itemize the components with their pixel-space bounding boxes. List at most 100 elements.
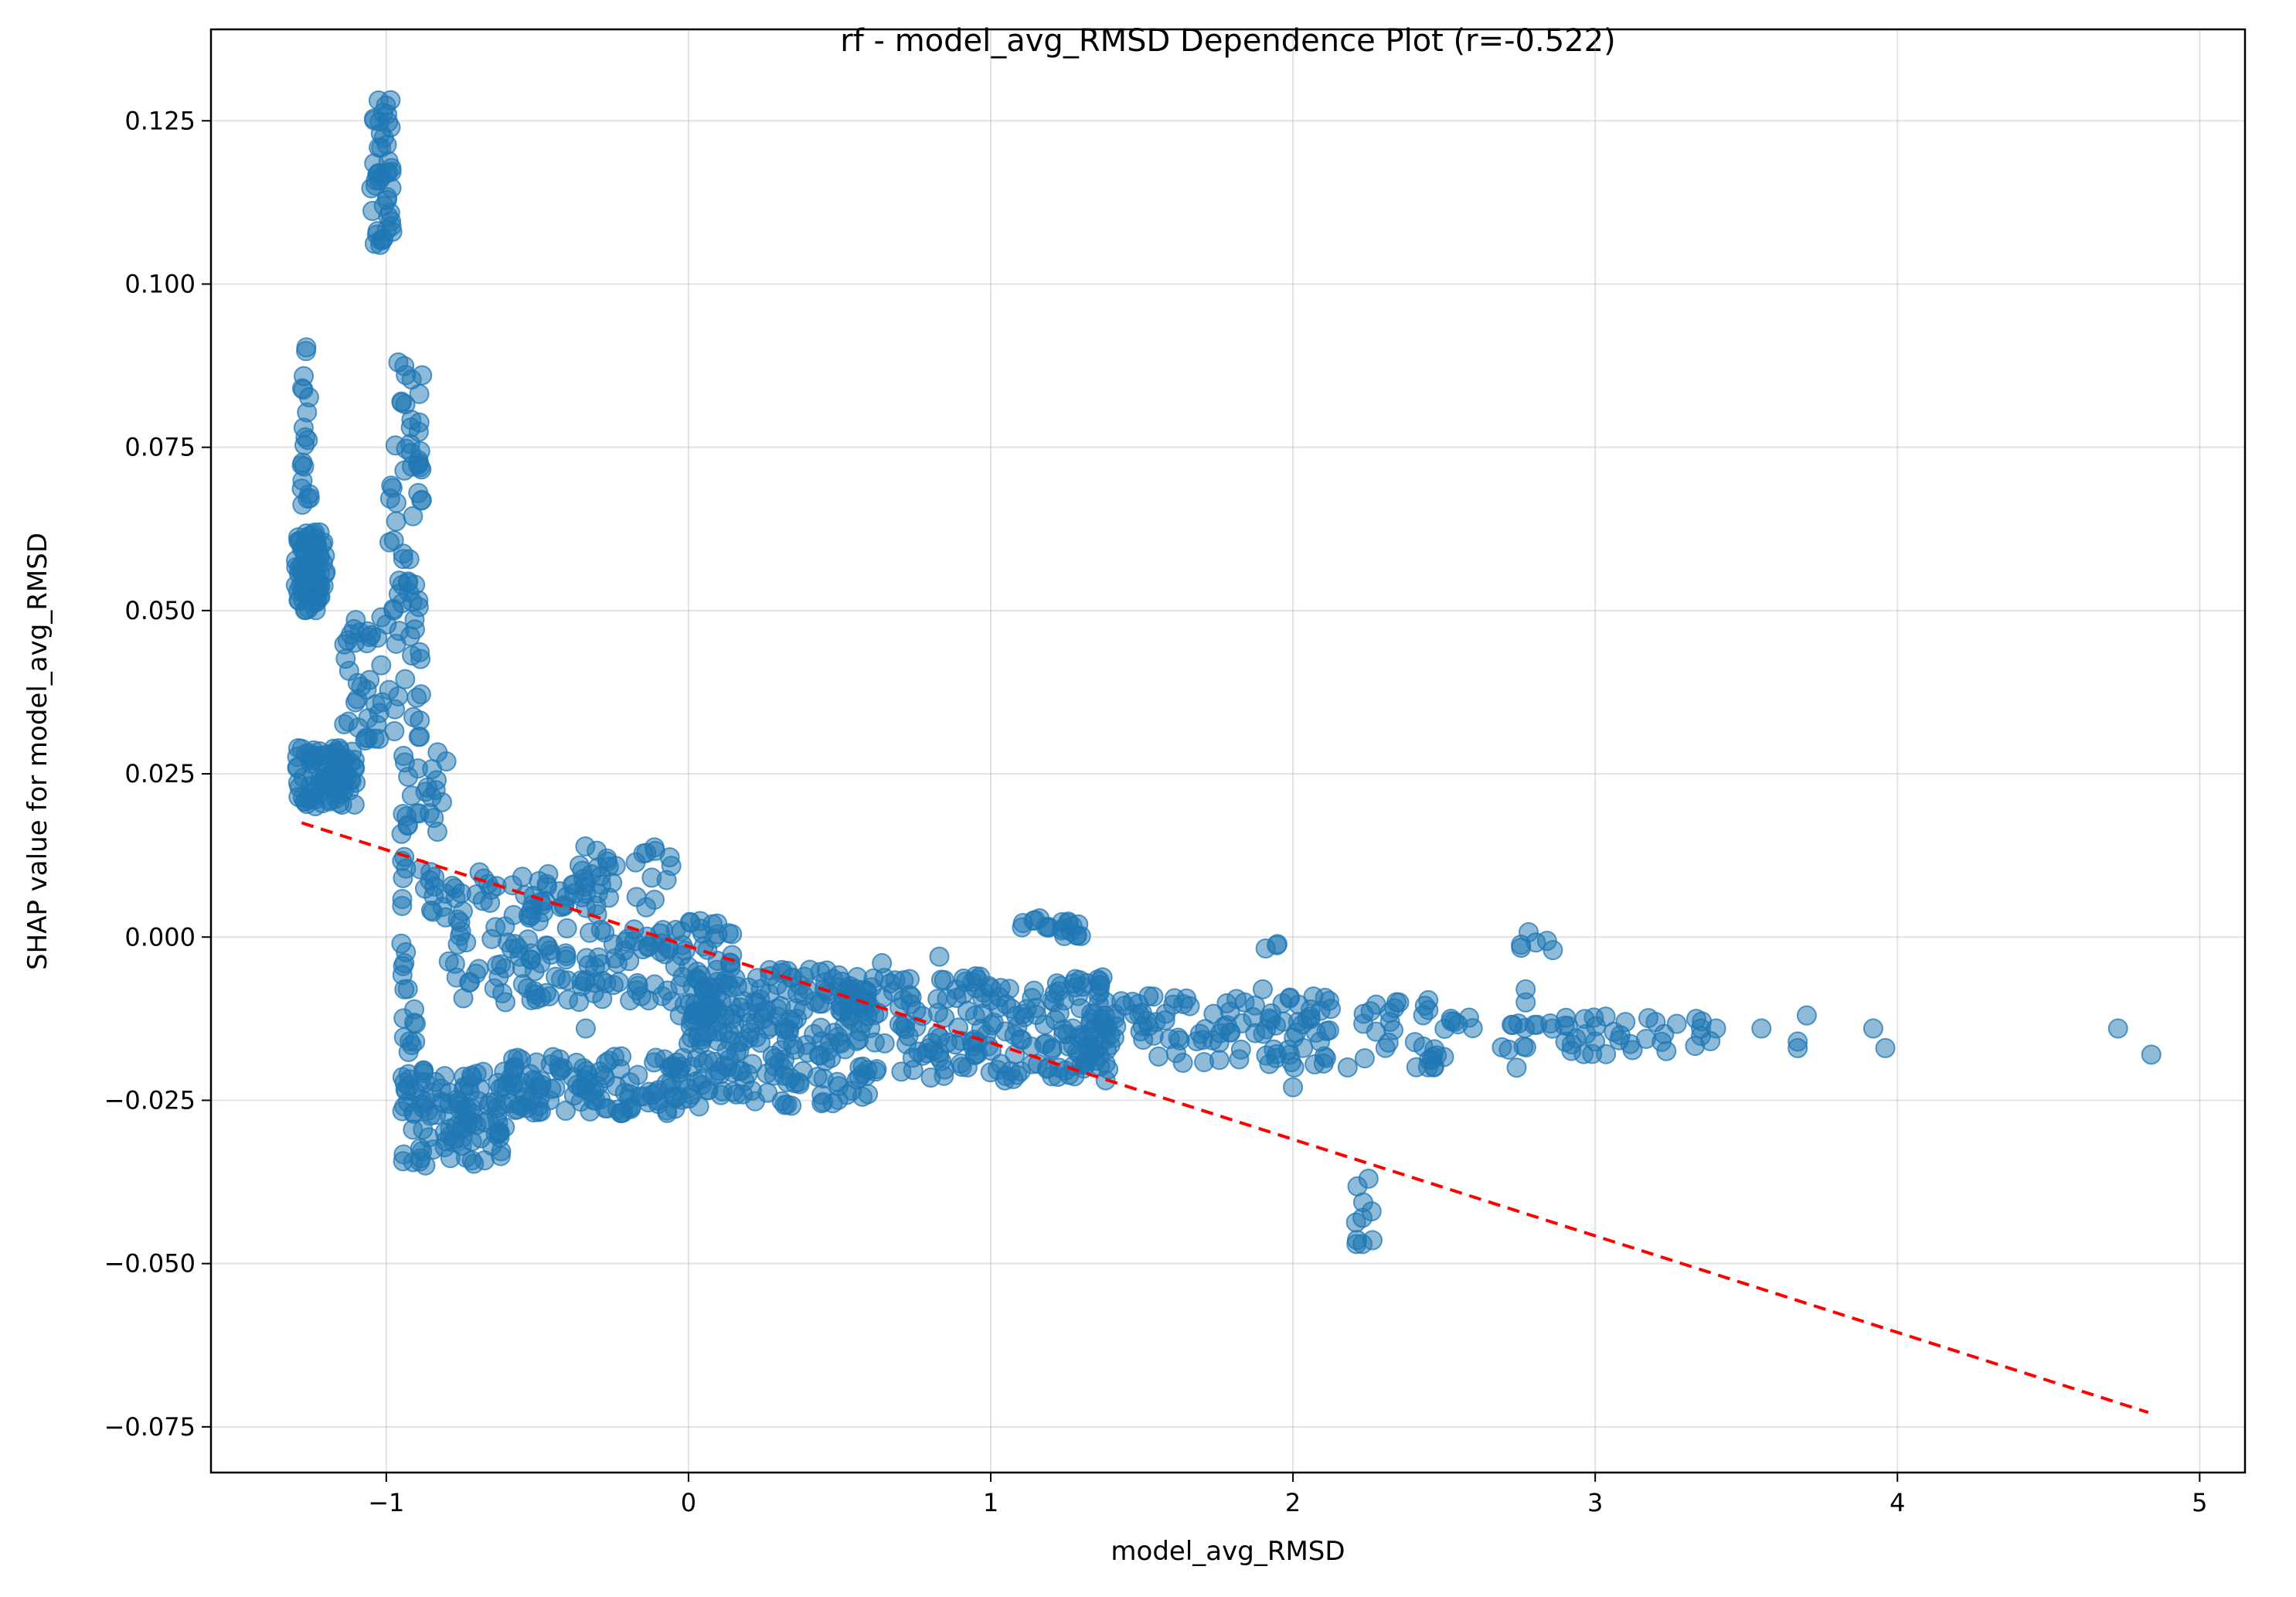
data-point [781, 1068, 801, 1088]
data-point [1751, 1018, 1772, 1039]
data-point [521, 899, 542, 920]
data-point [1281, 1052, 1302, 1073]
data-point [895, 1013, 916, 1033]
data-point [1498, 1039, 1519, 1060]
data-point [1042, 1037, 1063, 1058]
x-axis-title: model_avg_RMSD [1111, 1536, 1345, 1567]
data-point [1378, 1032, 1399, 1053]
data-point [927, 1003, 948, 1023]
data-point [692, 1000, 713, 1021]
data-point [379, 488, 400, 509]
data-point [762, 1045, 783, 1066]
x-tick-label: 1 [983, 1488, 998, 1517]
data-point [401, 785, 422, 806]
data-point [1706, 1018, 1726, 1039]
data-point [343, 618, 364, 639]
data-point [636, 843, 657, 863]
data-point [1070, 970, 1090, 991]
data-point [394, 953, 415, 974]
data-point [957, 1000, 978, 1021]
data-point [420, 870, 440, 890]
data-point [492, 982, 513, 1003]
data-point [1361, 1201, 1382, 1222]
data-point [594, 922, 615, 943]
data-point [659, 847, 680, 868]
data-point [512, 867, 532, 887]
data-points [285, 90, 2162, 1255]
data-point [1386, 992, 1407, 1013]
data-point [308, 544, 329, 565]
data-point [388, 352, 409, 373]
data-point [499, 1093, 520, 1114]
y-axis-title: SHAP value for model_avg_RMSD [22, 533, 53, 970]
data-point [291, 455, 312, 475]
data-point [1082, 1020, 1103, 1040]
data-point [937, 1032, 958, 1053]
data-point [1651, 1031, 1672, 1052]
data-point [1316, 1020, 1337, 1041]
data-point [1666, 1013, 1687, 1034]
data-point [2107, 1018, 2128, 1039]
data-point [1209, 1023, 1230, 1044]
data-point [804, 991, 825, 1012]
data-point [1133, 1030, 1154, 1050]
data-point [503, 1074, 524, 1095]
data-point [530, 953, 551, 974]
data-point [929, 946, 950, 967]
data-point [719, 1023, 740, 1044]
y-tick-label: 0.075 [124, 433, 196, 462]
data-point [1515, 979, 1536, 999]
data-point [1585, 1031, 1606, 1052]
data-point [298, 387, 319, 408]
data-point [1413, 1005, 1434, 1026]
data-point [370, 234, 391, 255]
data-point [679, 1088, 699, 1108]
data-point [656, 870, 677, 890]
data-point [908, 1041, 929, 1062]
data-point [385, 699, 406, 720]
data-point [1070, 925, 1091, 946]
data-point [381, 158, 402, 179]
data-point [580, 1101, 600, 1122]
data-point [1645, 1012, 1666, 1033]
data-point [1104, 1009, 1125, 1030]
data-point [1172, 1052, 1193, 1073]
x-tick-label: 3 [1587, 1488, 1603, 1517]
data-point [872, 953, 893, 974]
data-point [468, 959, 489, 979]
data-point [1179, 996, 1200, 1016]
data-point [556, 918, 577, 938]
data-point [644, 889, 665, 910]
data-point [787, 983, 808, 1004]
data-point [325, 781, 345, 802]
data-point [1337, 1057, 1358, 1078]
data-point [396, 806, 417, 827]
data-point [1321, 999, 1342, 1020]
data-point [405, 574, 426, 595]
data-point [426, 1105, 447, 1125]
data-point [536, 935, 557, 956]
data-point [310, 745, 331, 766]
data-point [376, 95, 396, 116]
y-tick-label: −0.050 [104, 1249, 196, 1279]
data-point [2141, 1044, 2162, 1065]
data-point [736, 1002, 757, 1023]
data-point [1016, 999, 1037, 1020]
data-point [461, 1131, 482, 1152]
data-point [1129, 1004, 1150, 1025]
data-point [1366, 994, 1386, 1015]
data-point [983, 1012, 1004, 1033]
data-point [345, 692, 366, 713]
data-point [1353, 1013, 1374, 1034]
data-point [846, 1030, 867, 1051]
data-point [410, 710, 430, 730]
y-tick-label: 0.100 [124, 269, 196, 298]
data-point [690, 918, 711, 939]
data-point [1095, 1053, 1116, 1074]
data-point [356, 679, 377, 700]
data-point [1685, 1036, 1706, 1057]
data-point [394, 979, 415, 999]
data-point [480, 892, 501, 913]
data-point [900, 993, 921, 1014]
data-point [526, 989, 547, 1010]
